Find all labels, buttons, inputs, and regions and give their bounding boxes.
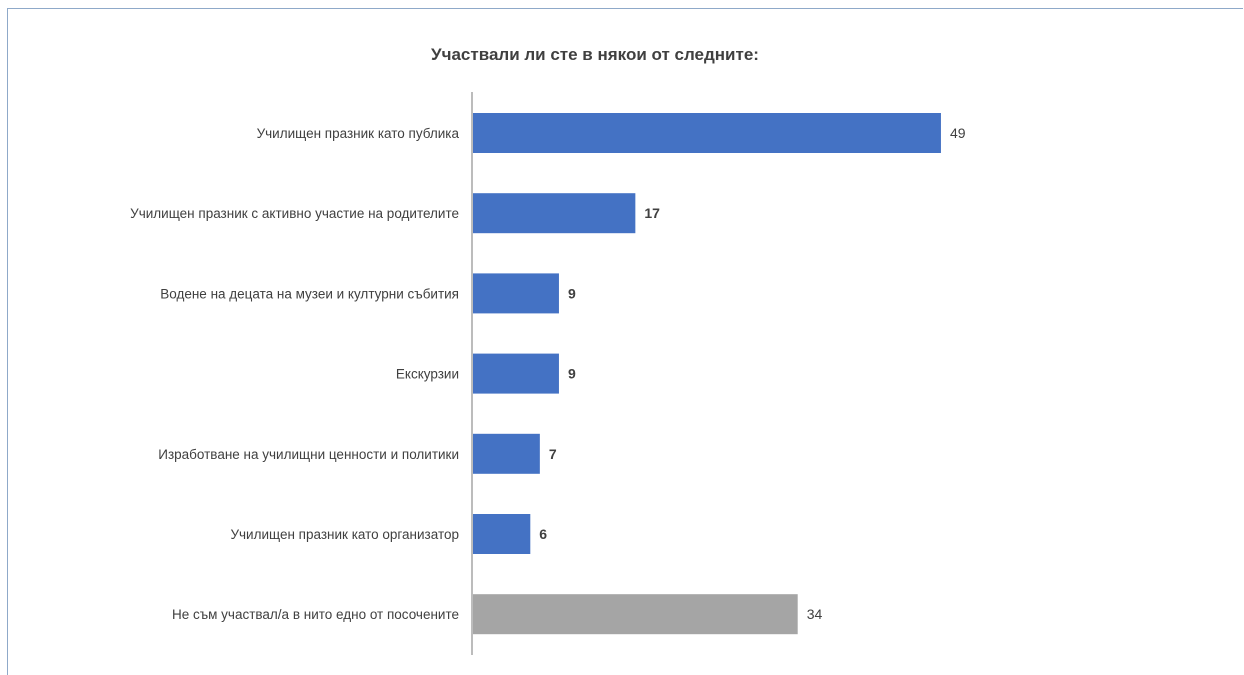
category-label: Училищен празник като публика	[257, 126, 460, 141]
bar	[473, 594, 798, 635]
category-label: Не съм участвал/а в нито едно от посочен…	[172, 607, 459, 622]
bar	[473, 353, 559, 394]
bar	[473, 273, 559, 314]
category-label: Водене на децата на музеи и културни съб…	[160, 286, 459, 301]
data-label: 6	[539, 526, 547, 542]
bar	[473, 193, 636, 234]
data-label: 49	[950, 125, 966, 141]
chart-frame	[7, 8, 1243, 675]
category-label: Училищен празник с активно участие на ро…	[130, 206, 459, 221]
bar	[473, 113, 941, 153]
data-label: 7	[549, 446, 557, 462]
data-label: 9	[568, 366, 576, 382]
bar	[473, 433, 540, 474]
category-label: Екскурзии	[396, 367, 459, 382]
data-label: 17	[644, 205, 660, 221]
chart-title: Участвали ли сте в някои от следните:	[431, 45, 759, 64]
category-label: Изработване на училищни ценности и полит…	[158, 447, 459, 462]
bars-layer: Училищен празник като публика 49 Училищен …	[130, 113, 966, 635]
data-label: 34	[807, 606, 823, 622]
data-label: 9	[568, 285, 576, 301]
category-label: Училищен празник като организатор	[230, 527, 459, 542]
bar	[473, 514, 531, 554]
